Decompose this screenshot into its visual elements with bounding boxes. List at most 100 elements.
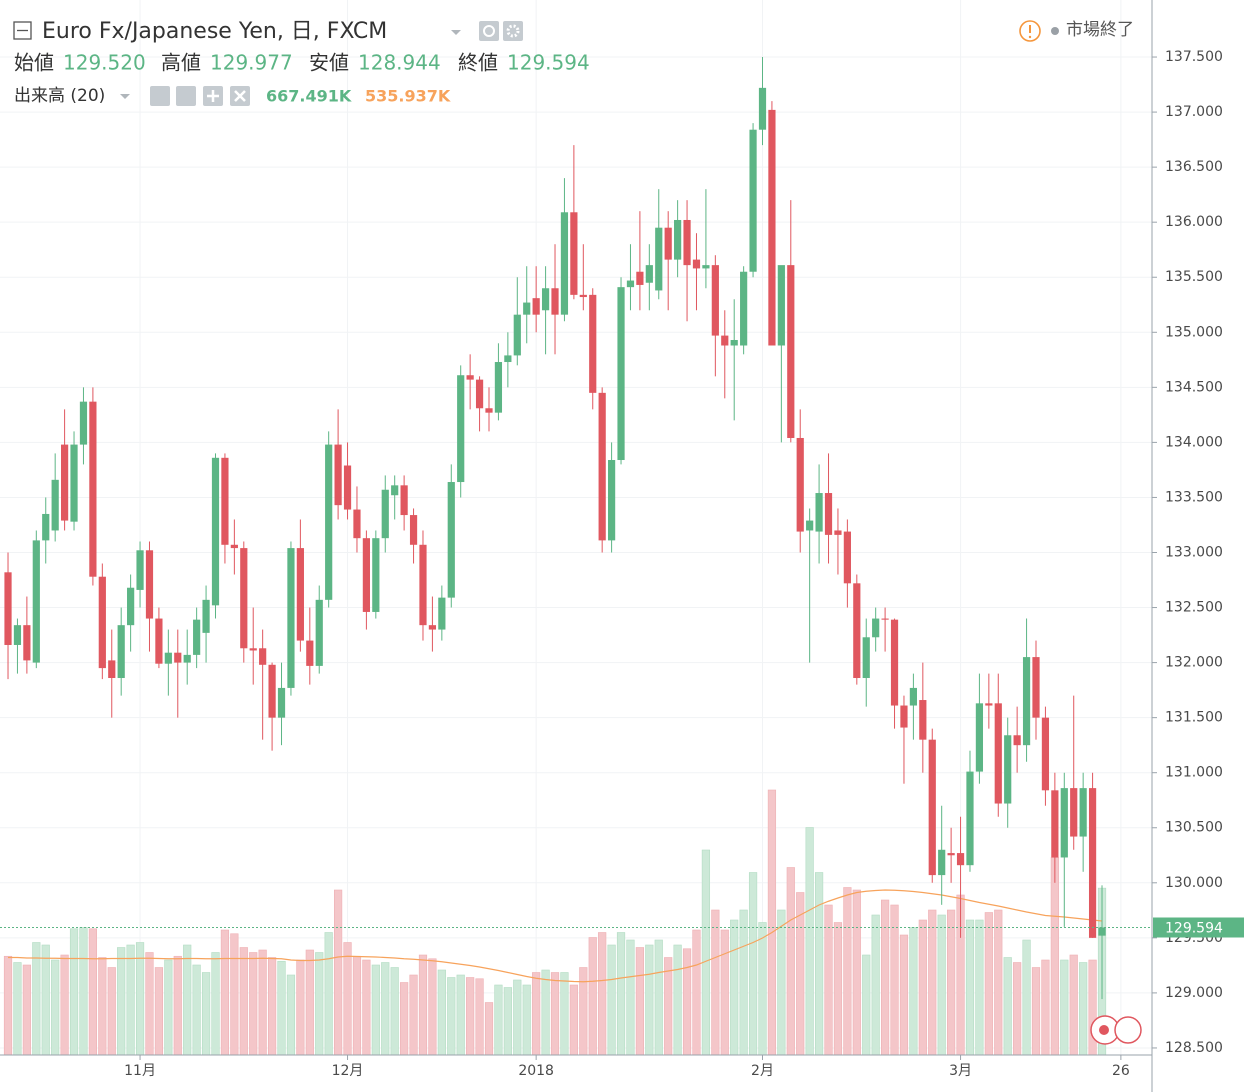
volume-bar <box>79 927 88 1056</box>
candle-body <box>419 544 427 626</box>
candle-body <box>777 265 785 346</box>
candle-body <box>740 271 748 346</box>
volume-bar <box>126 944 135 1056</box>
candle-body <box>23 625 31 661</box>
x-tick-label: 26 <box>1112 1063 1130 1079</box>
volume-bar <box>428 958 437 1056</box>
volume-bar <box>654 939 663 1056</box>
ohlc-value: 128.944 <box>358 51 441 75</box>
candle-body <box>164 652 172 664</box>
volume-bar <box>315 952 324 1056</box>
event-icon-dot <box>1099 1025 1109 1035</box>
volume-bar <box>588 937 597 1056</box>
candle-body <box>61 444 69 521</box>
candle-body <box>994 703 1002 804</box>
candle-body <box>683 219 691 266</box>
volume-bar <box>475 978 484 1056</box>
volume-bar <box>947 909 956 1056</box>
candle-body <box>221 457 229 545</box>
candle-body <box>560 212 569 315</box>
volume-bar <box>786 867 795 1056</box>
volume-bar <box>871 914 880 1056</box>
volume-bar <box>513 979 522 1056</box>
volume-bar <box>447 977 456 1056</box>
candle-body <box>1070 788 1078 837</box>
volume-bar <box>550 972 560 1056</box>
volume-bar <box>862 954 871 1056</box>
volume-bar <box>145 952 154 1056</box>
candle-body <box>636 271 644 285</box>
candle-body <box>966 771 974 866</box>
volume-bar <box>1069 954 1078 1056</box>
volume-bar <box>239 947 248 1056</box>
volume-bar <box>418 954 428 1056</box>
x-tick-label: 3月 <box>949 1063 972 1079</box>
volume-bar <box>616 932 626 1056</box>
candle-body <box>362 538 370 612</box>
candle-body <box>4 572 12 645</box>
candle-body <box>532 298 540 315</box>
candle-body <box>89 401 97 577</box>
volume-bar <box>918 919 927 1056</box>
volume-bar <box>965 919 975 1056</box>
candle-body <box>626 280 635 288</box>
axes: 128.500129.000129.500130.000130.500131.0… <box>0 49 1244 1079</box>
candle-body <box>608 460 616 541</box>
candle-body <box>1032 657 1040 718</box>
candle-body <box>692 259 701 269</box>
volume-bar <box>201 972 211 1056</box>
volume-bar <box>937 914 946 1056</box>
candle-body <box>400 485 408 516</box>
candle-body <box>211 457 220 606</box>
candle-body <box>504 355 512 363</box>
candle-body <box>730 339 738 346</box>
event-icon[interactable] <box>1114 1016 1142 1044</box>
candle-body <box>108 660 116 679</box>
collapse-icon[interactable] <box>13 21 32 40</box>
candle-body <box>947 853 955 856</box>
settings-icon[interactable] <box>503 21 523 41</box>
volume-legend-label: 出来高 (20) <box>14 86 105 106</box>
candle-body <box>815 493 823 532</box>
volume-bar <box>720 929 729 1056</box>
candle-body <box>485 408 493 413</box>
x-tick-label: 2月 <box>751 1063 774 1079</box>
volume-bar <box>183 944 192 1056</box>
volume-bar <box>324 932 333 1056</box>
volume-bar <box>975 919 984 1056</box>
candle-body <box>202 599 210 633</box>
candle-body <box>391 485 399 496</box>
volume-bar <box>409 974 418 1056</box>
volume-bar <box>833 922 843 1056</box>
candle-body <box>938 849 946 876</box>
volume-bar <box>456 974 465 1056</box>
volume-bar <box>192 964 201 1056</box>
candle-body <box>32 540 40 663</box>
visibility-icon[interactable] <box>150 86 170 106</box>
candle-body <box>98 576 106 669</box>
ohlc-label: 始値 <box>14 51 54 75</box>
volume-bar <box>805 827 814 1056</box>
dropdown-arrow[interactable] <box>451 30 461 35</box>
candle-body <box>42 513 50 541</box>
candle-body <box>409 515 418 545</box>
warning-icon[interactable] <box>1019 20 1041 42</box>
candle-body <box>655 227 663 291</box>
volume-bar <box>1013 962 1022 1056</box>
remove-icon-x <box>234 90 246 102</box>
visibility-icon[interactable] <box>479 21 499 41</box>
volume-bar <box>541 969 550 1056</box>
candle-body <box>598 392 606 541</box>
volume-bar <box>400 982 409 1056</box>
candle-body <box>711 265 719 336</box>
settings-icon[interactable] <box>176 86 196 106</box>
volume-bar <box>748 872 758 1056</box>
dropdown-arrow[interactable] <box>120 94 130 99</box>
candle-body <box>956 853 965 866</box>
volume-bar <box>371 964 380 1056</box>
candle-body <box>1004 735 1012 804</box>
volume-bar <box>909 927 918 1056</box>
